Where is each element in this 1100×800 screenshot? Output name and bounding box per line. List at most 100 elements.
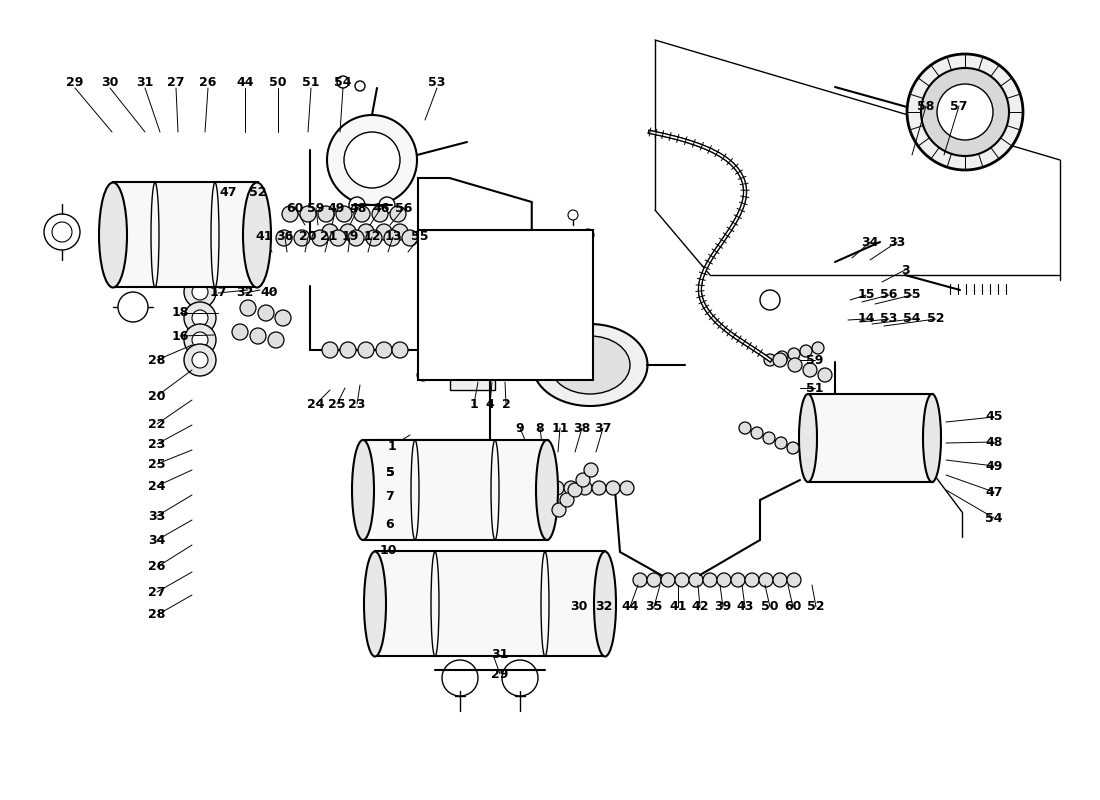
Circle shape: [773, 353, 786, 367]
Circle shape: [392, 224, 408, 240]
Text: 31: 31: [492, 649, 508, 662]
Text: 57: 57: [950, 99, 968, 113]
Text: 24: 24: [148, 479, 166, 493]
Circle shape: [576, 473, 590, 487]
Text: 25: 25: [148, 458, 166, 470]
Circle shape: [568, 483, 582, 497]
Circle shape: [344, 132, 400, 188]
Circle shape: [592, 481, 606, 495]
Text: 32: 32: [236, 286, 254, 299]
Text: 26: 26: [199, 75, 217, 89]
Circle shape: [800, 345, 812, 357]
Text: 37: 37: [594, 422, 612, 434]
Ellipse shape: [352, 440, 374, 540]
Text: 18: 18: [172, 306, 189, 319]
Text: 10: 10: [379, 543, 397, 557]
Circle shape: [443, 273, 477, 307]
Bar: [375, 551, 605, 656]
Circle shape: [258, 305, 274, 321]
Circle shape: [717, 573, 732, 587]
Text: 17: 17: [209, 286, 227, 299]
Ellipse shape: [532, 324, 648, 406]
Text: 25: 25: [328, 398, 345, 410]
Text: 54: 54: [334, 75, 352, 89]
Circle shape: [44, 214, 80, 250]
Text: 21: 21: [320, 230, 338, 243]
Text: 59: 59: [806, 354, 824, 366]
Circle shape: [300, 206, 316, 222]
Circle shape: [322, 224, 338, 240]
Text: 33: 33: [889, 235, 905, 249]
Text: 53: 53: [880, 313, 898, 326]
Circle shape: [739, 422, 751, 434]
Text: 9: 9: [516, 422, 525, 434]
Circle shape: [788, 358, 802, 372]
Text: 40: 40: [261, 286, 277, 299]
Text: 16: 16: [172, 330, 189, 342]
Circle shape: [390, 206, 406, 222]
Circle shape: [937, 84, 993, 140]
Circle shape: [184, 344, 216, 376]
Circle shape: [578, 481, 592, 495]
Ellipse shape: [364, 551, 386, 657]
Text: 51: 51: [806, 382, 824, 394]
Text: 41: 41: [255, 230, 273, 243]
Text: 22: 22: [148, 418, 166, 430]
Text: 24: 24: [307, 398, 324, 410]
Circle shape: [661, 573, 675, 587]
Circle shape: [502, 660, 538, 696]
Circle shape: [568, 210, 578, 220]
Text: 48: 48: [350, 202, 366, 214]
Circle shape: [759, 573, 773, 587]
Circle shape: [620, 481, 634, 495]
Text: 52: 52: [927, 313, 945, 326]
Circle shape: [582, 229, 594, 241]
Text: 54: 54: [986, 511, 1003, 525]
Text: 13: 13: [384, 230, 402, 243]
Circle shape: [268, 332, 284, 348]
Circle shape: [240, 300, 256, 316]
Circle shape: [366, 230, 382, 246]
Text: 32: 32: [595, 601, 613, 614]
Circle shape: [703, 573, 717, 587]
Circle shape: [192, 352, 208, 368]
Circle shape: [372, 206, 388, 222]
Text: 8: 8: [536, 422, 544, 434]
Text: 56: 56: [395, 202, 412, 214]
Text: 49: 49: [328, 202, 344, 214]
Text: 60: 60: [286, 202, 304, 214]
Circle shape: [340, 342, 356, 358]
Text: 31: 31: [136, 75, 154, 89]
Text: 5: 5: [386, 466, 395, 478]
Circle shape: [322, 342, 338, 358]
Text: 12: 12: [363, 230, 381, 243]
Text: 52: 52: [250, 186, 266, 199]
Text: 2: 2: [502, 398, 510, 410]
Text: 15: 15: [857, 289, 874, 302]
Text: 30: 30: [101, 75, 119, 89]
Text: 50: 50: [761, 601, 779, 614]
Circle shape: [908, 54, 1023, 170]
Circle shape: [786, 442, 799, 454]
Circle shape: [536, 481, 550, 495]
Text: 48: 48: [986, 435, 1003, 449]
Text: 36: 36: [276, 230, 294, 243]
Text: 29: 29: [492, 667, 508, 681]
Circle shape: [788, 348, 800, 360]
Bar: [450, 340, 495, 390]
Circle shape: [402, 230, 418, 246]
Text: 60: 60: [784, 601, 802, 614]
Ellipse shape: [243, 182, 271, 287]
Circle shape: [358, 342, 374, 358]
Text: 39: 39: [714, 601, 732, 614]
Circle shape: [675, 573, 689, 587]
Circle shape: [392, 342, 408, 358]
Bar: [113, 182, 258, 287]
Ellipse shape: [536, 440, 558, 540]
Circle shape: [584, 463, 598, 477]
Text: 1: 1: [470, 398, 478, 410]
Text: 42: 42: [691, 601, 708, 614]
Circle shape: [921, 68, 1009, 156]
Text: 14: 14: [857, 313, 874, 326]
Text: 38: 38: [573, 422, 591, 434]
